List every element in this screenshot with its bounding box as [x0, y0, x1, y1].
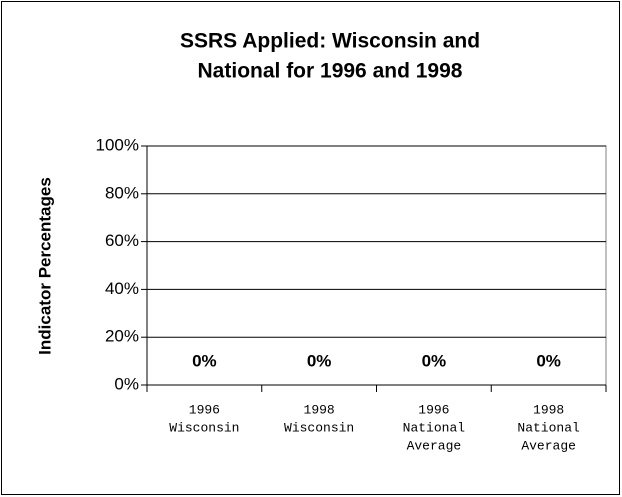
y-tick-label: 40%: [105, 279, 139, 298]
chart-title: SSRS Applied: Wisconsin and: [180, 30, 480, 53]
x-tick-label: 1996: [418, 402, 449, 417]
x-tick-label: Average: [407, 438, 462, 453]
x-tick-label: National: [403, 420, 466, 435]
y-axis-title: Indicator Percentages: [35, 177, 54, 355]
x-tick-label: 1998: [533, 402, 564, 417]
x-tick-label: 1998: [304, 402, 335, 417]
x-tick-label: Wisconsin: [169, 420, 239, 435]
y-tick-label: 80%: [105, 183, 139, 202]
x-tick-label: 1996: [189, 402, 220, 417]
x-tick-label: Average: [521, 438, 576, 453]
y-tick-label: 100%: [96, 135, 139, 154]
y-tick-label: 20%: [105, 327, 139, 346]
x-tick-label: Wisconsin: [284, 420, 354, 435]
chart-title: National for 1996 and 1998: [198, 60, 463, 83]
y-tick-label: 60%: [105, 231, 139, 250]
data-label: 0%: [536, 351, 561, 370]
data-label: 0%: [422, 351, 447, 370]
data-label: 0%: [307, 351, 332, 370]
y-tick-label: 0%: [114, 374, 139, 393]
x-tick-label: National: [517, 420, 580, 435]
data-label: 0%: [192, 351, 217, 370]
